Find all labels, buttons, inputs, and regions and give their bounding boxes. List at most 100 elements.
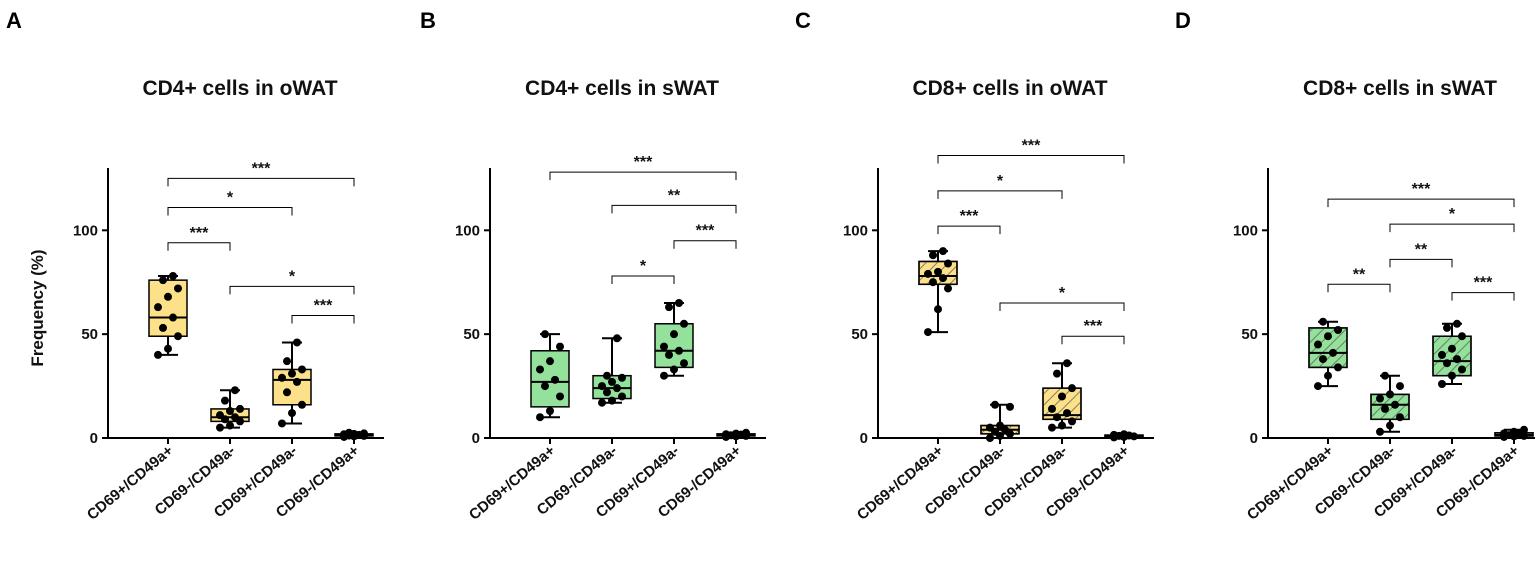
y-tick-label: 100 xyxy=(73,222,98,239)
y-tick-label: 50 xyxy=(1241,326,1258,343)
data-point xyxy=(986,423,994,432)
data-point xyxy=(934,305,942,314)
significance-label: *** xyxy=(1084,318,1103,335)
data-point xyxy=(1068,417,1076,426)
data-point xyxy=(608,377,616,386)
data-point xyxy=(1053,369,1061,378)
data-point xyxy=(159,276,167,285)
data-point xyxy=(551,375,559,384)
data-point xyxy=(1334,326,1342,334)
data-point xyxy=(1381,371,1389,380)
panel-title: CD4+ cells in oWAT xyxy=(142,77,337,100)
data-point xyxy=(618,373,626,382)
data-point xyxy=(1520,425,1528,434)
data-point xyxy=(1386,390,1394,399)
y-tick-label: 50 xyxy=(851,326,868,343)
data-point xyxy=(1314,382,1322,391)
data-point xyxy=(293,377,301,386)
data-point xyxy=(293,338,301,347)
data-point xyxy=(536,413,544,422)
data-point xyxy=(1120,430,1128,439)
data-point xyxy=(1006,402,1014,411)
data-point xyxy=(1510,427,1518,436)
significance-bracket xyxy=(167,206,293,216)
data-point xyxy=(541,382,549,391)
data-point xyxy=(1386,421,1394,430)
data-point xyxy=(608,396,616,405)
data-point xyxy=(1063,359,1071,368)
data-point xyxy=(546,357,554,366)
data-point xyxy=(236,404,244,413)
data-point xyxy=(1448,371,1456,380)
data-point xyxy=(226,407,234,415)
significance-bracket xyxy=(1451,292,1515,301)
data-point xyxy=(1396,413,1404,422)
data-point xyxy=(360,429,368,438)
data-point xyxy=(231,386,239,395)
data-point xyxy=(1058,421,1066,430)
panel-letter: B xyxy=(420,8,436,33)
data-point xyxy=(1319,355,1327,364)
y-tick-label: 0 xyxy=(472,430,480,447)
significance-label: * xyxy=(997,173,1004,190)
significance-label: * xyxy=(227,189,234,206)
data-point xyxy=(742,428,750,437)
data-point xyxy=(603,388,611,397)
data-point xyxy=(1376,394,1384,403)
data-point xyxy=(613,384,621,393)
data-point xyxy=(598,382,606,391)
data-point xyxy=(221,396,229,405)
data-point xyxy=(154,350,162,359)
significance-label: *** xyxy=(314,297,333,314)
significance-label: *** xyxy=(1412,181,1431,198)
data-point xyxy=(1334,363,1342,372)
data-point xyxy=(944,284,952,293)
data-point xyxy=(1110,430,1118,439)
data-point xyxy=(944,259,952,268)
data-point xyxy=(1453,319,1461,328)
data-point xyxy=(1438,380,1446,388)
y-tick-label: 0 xyxy=(1250,430,1258,447)
data-point xyxy=(1458,365,1466,374)
box-hatch xyxy=(1308,327,1348,369)
data-point xyxy=(1314,340,1322,349)
data-point xyxy=(1453,355,1461,364)
data-point xyxy=(283,357,291,366)
significance-label: ** xyxy=(1353,266,1366,283)
data-point xyxy=(665,303,673,312)
data-point xyxy=(939,247,947,256)
data-point xyxy=(665,350,673,359)
significance-label: *** xyxy=(634,154,653,171)
data-point xyxy=(924,328,932,337)
significance-bracket xyxy=(937,225,1001,235)
data-point xyxy=(1396,382,1404,391)
data-point xyxy=(1376,427,1384,436)
data-point xyxy=(991,400,999,409)
data-point xyxy=(1324,371,1332,380)
significance-label: *** xyxy=(960,208,979,225)
data-point xyxy=(1324,332,1332,341)
data-point xyxy=(164,292,172,301)
data-point xyxy=(598,398,606,407)
data-point xyxy=(169,313,177,322)
data-point xyxy=(1063,409,1071,418)
data-point xyxy=(154,303,162,312)
data-point xyxy=(231,413,239,422)
data-point xyxy=(1438,350,1446,359)
panel-title: CD8+ cells in oWAT xyxy=(912,77,1107,100)
data-point xyxy=(226,421,234,430)
data-point xyxy=(1053,413,1061,422)
data-point xyxy=(675,346,683,355)
data-point xyxy=(174,284,182,293)
significance-label: *** xyxy=(190,225,209,242)
data-point xyxy=(924,269,932,278)
data-point xyxy=(613,334,621,343)
data-point xyxy=(1500,429,1508,438)
significance-bracket xyxy=(611,204,737,214)
significance-bracket xyxy=(167,177,355,187)
data-point xyxy=(680,359,688,368)
significance-label: *** xyxy=(252,160,271,177)
